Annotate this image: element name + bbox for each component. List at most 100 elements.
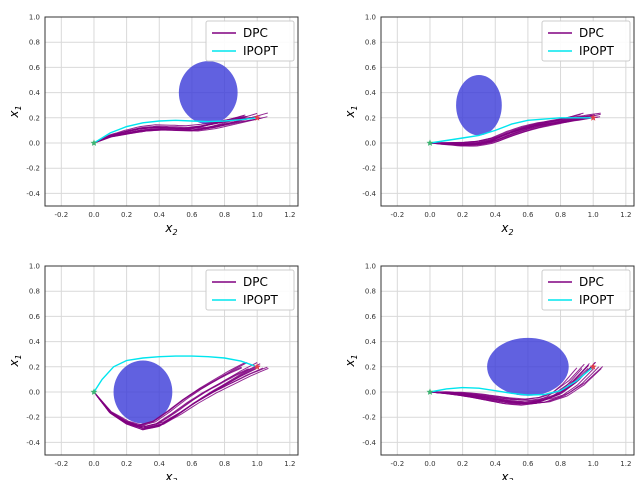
y-tick-label: 0.0	[365, 140, 376, 148]
y-axis-label-sub: 1	[350, 354, 359, 359]
y-tick-label: 1.0	[365, 263, 376, 271]
obstacle-ellipse	[456, 74, 502, 136]
plot-content	[429, 74, 601, 147]
x-tick-label: 0.4	[490, 211, 502, 219]
axes-frame	[44, 16, 299, 207]
y-tick-label: -0.2	[26, 165, 40, 173]
dpc-trajectory	[430, 114, 593, 144]
chart-panel-4: -0.2 0.0 0.2 0.4 0.6 0.8 1.0 1.2 -0.4 -0.2 0.0 0.2 0…	[343, 263, 635, 480]
goal-marker	[253, 114, 261, 121]
y-tick-label: 0.6	[365, 313, 377, 321]
y-tick-label: 0.4	[29, 89, 41, 97]
y-axis-label: x1	[7, 105, 23, 118]
x-tick-label: 0.4	[490, 460, 502, 468]
x-axis-label-sub: 2	[173, 477, 178, 480]
x-tick-label: -0.2	[390, 460, 404, 468]
y-tick-label: 0.0	[29, 389, 40, 397]
y-tick-label: 0.0	[365, 389, 376, 397]
y-tick-label: 1.0	[29, 14, 40, 22]
legend-label: DPC	[579, 275, 604, 289]
legend: DPC IPOPT	[541, 20, 631, 62]
dpc-trajectory	[429, 368, 583, 406]
y-tick-label: 0.6	[29, 313, 41, 321]
x-tick-label: -0.2	[54, 460, 68, 468]
x-tick-label: 0.6	[522, 460, 534, 468]
x-tick-label: -0.2	[54, 211, 68, 219]
ipopt-trajectory	[93, 355, 258, 393]
y-tick-label: -0.4	[26, 190, 40, 198]
x-tick-label: 0.2	[121, 460, 132, 468]
legend: DPC IPOPT	[541, 269, 631, 311]
dpc-trajectory	[429, 361, 596, 404]
start-marker	[90, 388, 98, 395]
start-marker	[426, 388, 434, 395]
y-axis-label-sub: 1	[14, 354, 23, 359]
x-axis-label-sub: 2	[173, 228, 178, 237]
y-tick-label: 0.2	[29, 114, 40, 122]
x-tick-label: 0.2	[121, 211, 132, 219]
legend-label: IPOPT	[243, 44, 278, 58]
y-tick-label: 0.2	[365, 363, 376, 371]
y-axis-label-sub: 1	[14, 105, 23, 110]
ipopt-trajectory	[429, 117, 594, 144]
x-tick-label: 1.0	[252, 460, 263, 468]
y-tick-label: 0.8	[365, 288, 376, 296]
x-tick-label: 0.2	[457, 211, 468, 219]
dpc-trajectory	[93, 362, 246, 426]
x-tick-label: 0.6	[186, 460, 198, 468]
legend-label: DPC	[243, 275, 268, 289]
y-axis-label-sub: 1	[350, 105, 359, 110]
x-axis-label-sub: 2	[509, 228, 514, 237]
y-tick-label: 1.0	[365, 14, 376, 22]
legend-label: DPC	[243, 26, 268, 40]
y-tick-label: -0.2	[26, 414, 40, 422]
obstacle-ellipse	[178, 61, 238, 125]
y-tick-label: 0.4	[29, 338, 41, 346]
x-tick-label: 1.2	[620, 211, 631, 219]
chart-panel-3: -0.2 0.0 0.2 0.4 0.6 0.8 1.0 1.2 -0.4 -0.2 0.0 0.2 0…	[7, 263, 299, 480]
y-tick-label: -0.2	[362, 165, 376, 173]
x-tick-label: 0.0	[424, 460, 435, 468]
axes-frame	[380, 16, 635, 207]
y-tick-label: 0.4	[365, 89, 377, 97]
x-tick-label: 0.6	[522, 211, 534, 219]
x-tick-label: 0.8	[219, 211, 230, 219]
dpc-trajectory	[430, 364, 589, 400]
x-tick-label: 0.6	[186, 211, 198, 219]
y-tick-label: 0.8	[29, 39, 40, 47]
y-tick-label: 0.0	[29, 140, 40, 148]
x-axis-label: x2	[500, 470, 513, 480]
x-tick-label: -0.2	[390, 211, 404, 219]
x-axis-label: x2	[164, 221, 177, 237]
y-axis-label: x1	[343, 354, 359, 367]
y-tick-label: -0.4	[362, 190, 376, 198]
y-axis-label: x1	[7, 354, 23, 367]
dpc-trajectory	[93, 368, 251, 429]
dpc-trajectory	[429, 361, 597, 401]
x-tick-label: 0.8	[555, 460, 566, 468]
start-marker	[426, 139, 434, 146]
legend-label: IPOPT	[243, 293, 278, 307]
axes-frame	[44, 265, 299, 456]
dpc-trajectory	[93, 116, 257, 144]
y-tick-label: -0.4	[362, 439, 376, 447]
obstacle-ellipse	[487, 337, 569, 396]
plot-content	[429, 337, 604, 406]
x-tick-label: 1.2	[284, 460, 295, 468]
dpc-trajectory	[93, 116, 251, 144]
ipopt-trajectory	[93, 117, 258, 144]
y-axis-label: x1	[343, 105, 359, 118]
x-tick-label: 0.0	[424, 211, 435, 219]
legend-label: DPC	[579, 26, 604, 40]
x-tick-label: 1.0	[588, 211, 599, 219]
y-tick-label: 0.6	[365, 64, 377, 72]
y-tick-label: 0.6	[29, 64, 41, 72]
x-tick-label: 1.2	[620, 460, 631, 468]
y-tick-label: -0.2	[362, 414, 376, 422]
y-tick-label: 0.2	[365, 114, 376, 122]
x-tick-label: 0.4	[154, 211, 166, 219]
obstacle-ellipse	[113, 360, 173, 424]
plot-content	[93, 355, 269, 431]
goal-marker	[589, 363, 597, 370]
plot-content	[93, 61, 268, 144]
